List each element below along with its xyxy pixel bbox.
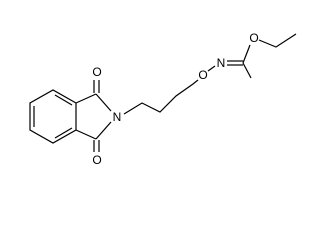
bond [95,93,112,112]
atom-label: O [198,68,207,82]
molecule-diagram: O O N O N O [29,31,297,167]
bond [95,121,112,140]
bond [242,44,251,64]
bond [75,129,97,140]
bonds [29,33,297,152]
benzene-ring [29,89,77,144]
aromatic-bond [54,127,73,139]
bond [207,65,216,72]
bond [242,62,252,79]
chain [123,79,199,115]
atom-label: O [249,31,258,45]
ethyl [258,33,297,48]
atom-label: O [92,65,101,79]
aromatic-bond [54,94,73,106]
atom-label: N [217,56,226,70]
bond [75,93,97,104]
atom-label: O [92,153,101,167]
atom-label: N [113,110,122,124]
